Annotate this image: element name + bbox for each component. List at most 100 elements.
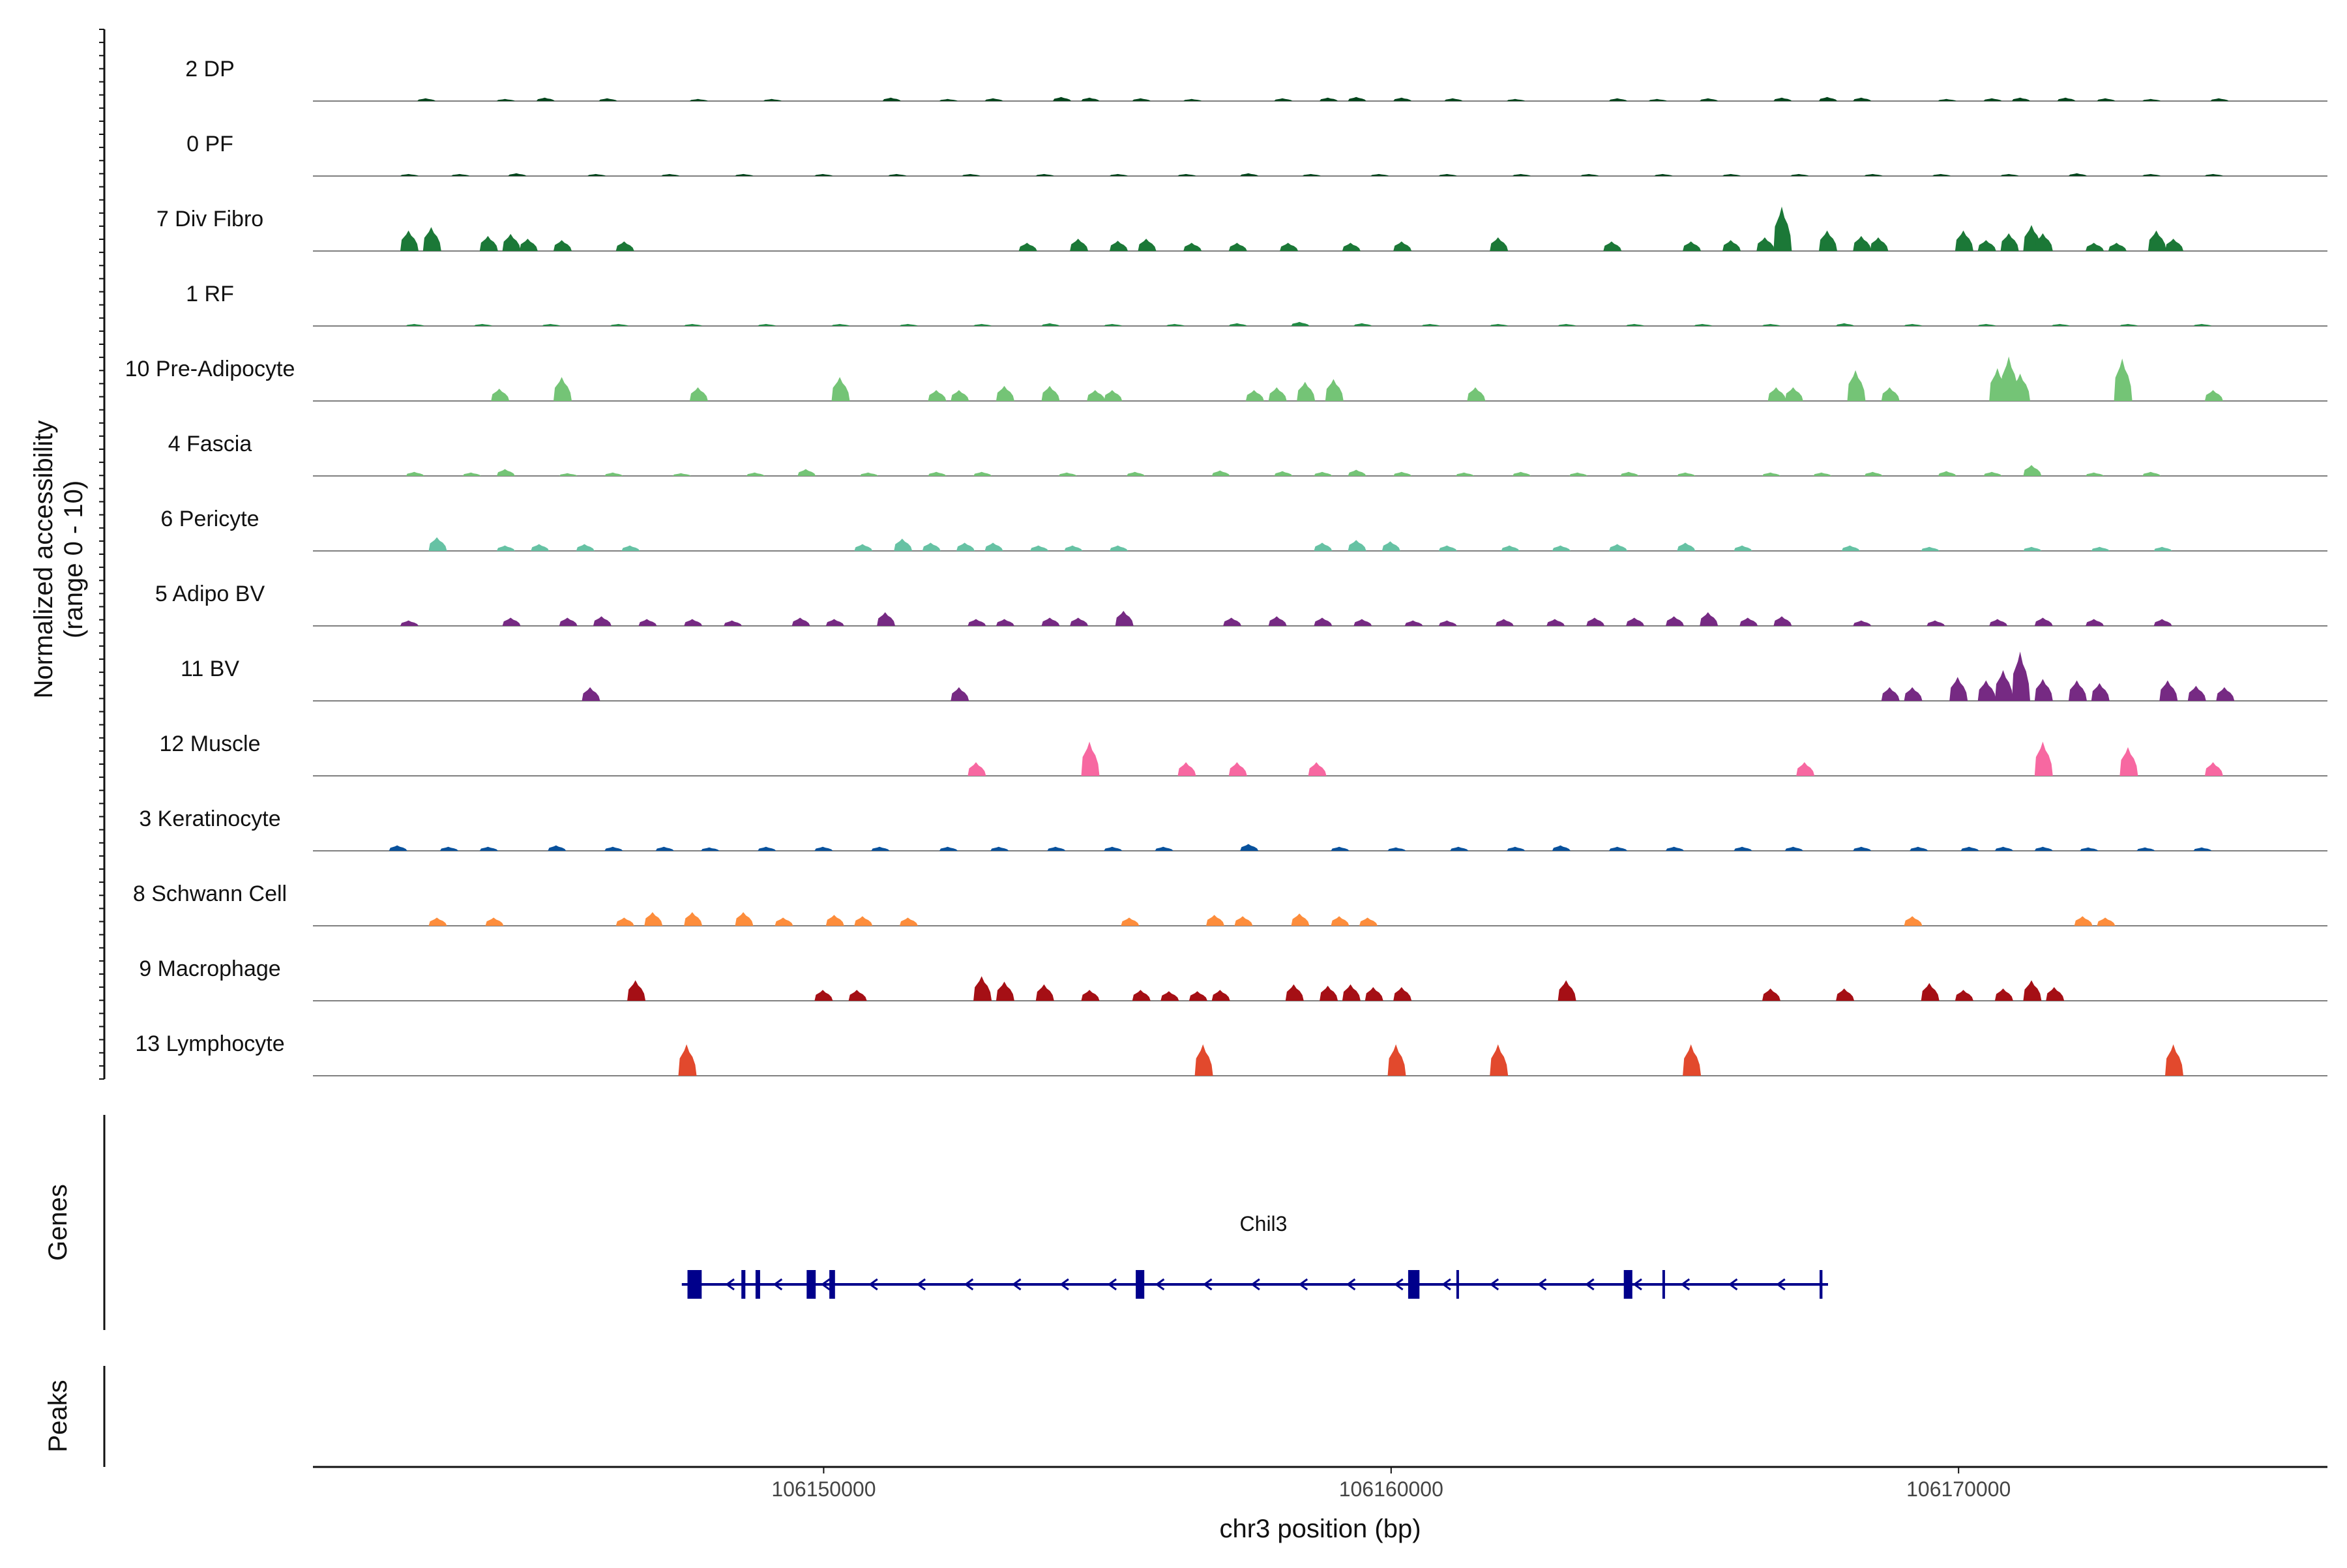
gene-exon-3 xyxy=(755,1270,760,1299)
coverage-peak-7-5 xyxy=(621,545,640,551)
coverage-peak-4-8 xyxy=(899,323,918,326)
track-8: 5 Adipo BV xyxy=(155,582,2327,627)
coverage-peak-3-26 xyxy=(1955,230,1973,251)
strand-arrow-icon xyxy=(1394,1278,1404,1291)
coverage-peak-8-23 xyxy=(1546,619,1565,626)
coverage-peak-7-26 xyxy=(2091,546,2110,551)
coverage-peak-3-12 xyxy=(1183,243,1202,251)
coverage-peak-8-3 xyxy=(559,617,578,626)
track-label-1: 2 DP xyxy=(185,57,235,81)
coverage-peak-13-18 xyxy=(1762,988,1780,1001)
coverage-peak-5-1 xyxy=(491,389,510,401)
coverage-peak-8-31 xyxy=(1926,620,1945,626)
coverage-peak-8-5 xyxy=(638,619,657,626)
coverage-peak-6-12 xyxy=(1058,472,1077,476)
coverage-peak-11-3 xyxy=(479,846,498,851)
track-label-7: 6 Pericyte xyxy=(160,507,259,531)
coverage-peak-11-28 xyxy=(1960,846,1979,851)
coverage-peak-6-14 xyxy=(1211,470,1230,476)
coverage-peak-6-21 xyxy=(1569,472,1587,476)
coverage-peak-7-8 xyxy=(922,542,941,551)
coverage-peak-1-2 xyxy=(496,98,515,101)
coverage-peak-8-11 xyxy=(967,619,986,626)
coverage-peak-14-6 xyxy=(2165,1044,2183,1076)
coverage-peak-7-13 xyxy=(1110,545,1128,551)
coverage-peak-1-27 xyxy=(1983,98,2002,101)
coverage-peak-6-4 xyxy=(559,473,578,476)
track-7: 6 Pericyte xyxy=(160,507,2327,552)
coverage-peak-7-12 xyxy=(1064,545,1083,551)
coverage-peak-4-20 xyxy=(1694,323,1713,326)
coverage-peak-3-22 xyxy=(1773,206,1792,251)
coverage-peak-12-5 xyxy=(684,912,703,926)
coverage-peak-11-33 xyxy=(2193,847,2212,851)
coverage-peak-5-19 xyxy=(1881,387,1900,401)
gene-exon-9 xyxy=(1623,1270,1632,1299)
coverage-peak-11-18 xyxy=(1387,847,1406,851)
coverage-peak-13-23 xyxy=(2023,980,2042,1001)
coverage-peak-11-6 xyxy=(655,846,674,851)
coverage-peak-9-7 xyxy=(1994,670,2013,701)
gene-exon-11 xyxy=(1820,1270,1823,1299)
coverage-peak-8-29 xyxy=(1773,616,1792,626)
coverage-peak-2-1 xyxy=(400,173,419,176)
coverage-peak-13-19 xyxy=(1836,988,1855,1001)
coverage-peak-8-4 xyxy=(593,616,612,626)
coverage-peak-3-17 xyxy=(1490,237,1509,251)
coverage-peak-10-5 xyxy=(1308,762,1327,776)
coverage-peak-2-19 xyxy=(1654,173,1673,176)
gene-exon-2 xyxy=(741,1270,746,1299)
track-6: 4 Fascia xyxy=(168,432,2327,477)
coverage-peak-4-27 xyxy=(2193,323,2212,326)
coverage-peak-4-17 xyxy=(1490,323,1509,326)
track-label-8: 5 Adipo BV xyxy=(155,582,265,606)
coverage-peak-2-18 xyxy=(1580,173,1599,176)
coverage-peak-3-15 xyxy=(1342,243,1361,251)
coverage-peak-4-7 xyxy=(831,323,850,326)
coverage-peak-3-28 xyxy=(2000,233,2019,251)
coverage-peak-3-2 xyxy=(422,227,441,251)
strand-arrow-icon xyxy=(1298,1278,1308,1291)
coverage-peak-3-25 xyxy=(1870,237,1889,251)
coverage-peak-3-33 xyxy=(2148,230,2166,251)
coverage-peak-2-21 xyxy=(1790,173,1809,176)
coverage-peak-11-26 xyxy=(1853,846,1872,851)
coverage-peak-6-26 xyxy=(1864,471,1883,476)
coverage-peak-11-12 xyxy=(990,846,1009,851)
coverage-peak-2-14 xyxy=(1302,173,1321,176)
coverage-peak-5-10 xyxy=(1104,390,1123,401)
coverage-peak-6-10 xyxy=(928,471,947,476)
coverage-peak-11-24 xyxy=(1734,846,1752,851)
coverage-peak-2-5 xyxy=(661,173,680,176)
strand-arrow-icon xyxy=(725,1278,735,1291)
track-label-6: 4 Fascia xyxy=(168,432,252,456)
coverage-peak-1-8 xyxy=(939,98,958,101)
track-label-13: 9 Macrophage xyxy=(139,956,280,981)
coverage-peak-1-7 xyxy=(882,97,901,101)
coverage-peak-8-9 xyxy=(825,619,844,626)
coverage-peak-11-19 xyxy=(1450,846,1469,851)
coverage-peak-1-23 xyxy=(1773,97,1792,101)
coverage-peak-9-5 xyxy=(1949,677,1968,701)
coverage-peak-10-1 xyxy=(967,762,986,776)
coverage-peak-14-2 xyxy=(1194,1044,1213,1076)
coverage-peak-5-9 xyxy=(1087,390,1106,401)
coverage-peak-8-10 xyxy=(877,612,896,626)
coverage-peak-12-10 xyxy=(899,917,918,926)
coverage-peak-6-31 xyxy=(2142,471,2161,476)
coverage-peak-11-8 xyxy=(758,846,776,851)
strand-arrow-icon xyxy=(773,1278,783,1291)
coverage-peak-8-26 xyxy=(1666,616,1684,626)
coverage-peak-4-13 xyxy=(1228,323,1247,326)
coverage-peak-7-25 xyxy=(2023,546,2042,551)
coverage-peak-8-6 xyxy=(684,619,703,626)
coverage-peak-11-5 xyxy=(604,846,623,851)
coverage-peak-5-7 xyxy=(996,385,1014,401)
coverage-peak-7-27 xyxy=(2153,546,2172,551)
track-9: 11 BV xyxy=(181,651,2327,702)
coverage-peak-10-7 xyxy=(2034,741,2053,776)
coverage-peak-9-11 xyxy=(2091,683,2110,701)
track-14: 13 Lymphocyte xyxy=(135,1031,2327,1076)
coverage-peak-2-27 xyxy=(2204,173,2223,176)
